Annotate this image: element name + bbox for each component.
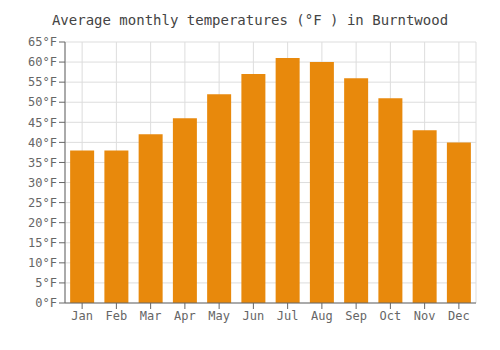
svg-text:40°F: 40°F xyxy=(28,136,57,150)
svg-text:Oct: Oct xyxy=(380,309,402,323)
svg-text:45°F: 45°F xyxy=(28,116,57,130)
svg-text:Mar: Mar xyxy=(140,309,162,323)
svg-text:35°F: 35°F xyxy=(28,156,57,170)
svg-text:15°F: 15°F xyxy=(28,236,57,250)
svg-text:30°F: 30°F xyxy=(28,176,57,190)
svg-text:65°F: 65°F xyxy=(28,35,57,49)
svg-text:Sep: Sep xyxy=(345,309,367,323)
svg-text:0°F: 0°F xyxy=(35,296,57,310)
html-text:Average monthly temperatures (: Average monthly temperatures (°F ) in Bu… xyxy=(51,12,449,28)
svg-text:Jul: Jul xyxy=(277,309,299,323)
svg-text:10°F: 10°F xyxy=(28,256,57,270)
svg-text:25°F: 25°F xyxy=(28,196,57,210)
svg-text:Dec: Dec xyxy=(448,309,470,323)
svg-text:20°F: 20°F xyxy=(28,216,57,230)
svg-text:5°F: 5°F xyxy=(35,276,57,290)
svg-text:May: May xyxy=(208,309,230,323)
svg-text:50°F: 50°F xyxy=(28,95,57,109)
svg-text:Jun: Jun xyxy=(243,309,265,323)
svg-text:Aug: Aug xyxy=(311,309,333,323)
svg-text:Apr: Apr xyxy=(174,309,196,323)
svg-text:Feb: Feb xyxy=(106,309,128,323)
svg-text:Nov: Nov xyxy=(414,309,436,323)
svg-text:55°F: 55°F xyxy=(28,75,57,89)
svg-text:Jan: Jan xyxy=(71,309,93,323)
svg-text:60°F: 60°F xyxy=(28,55,57,69)
